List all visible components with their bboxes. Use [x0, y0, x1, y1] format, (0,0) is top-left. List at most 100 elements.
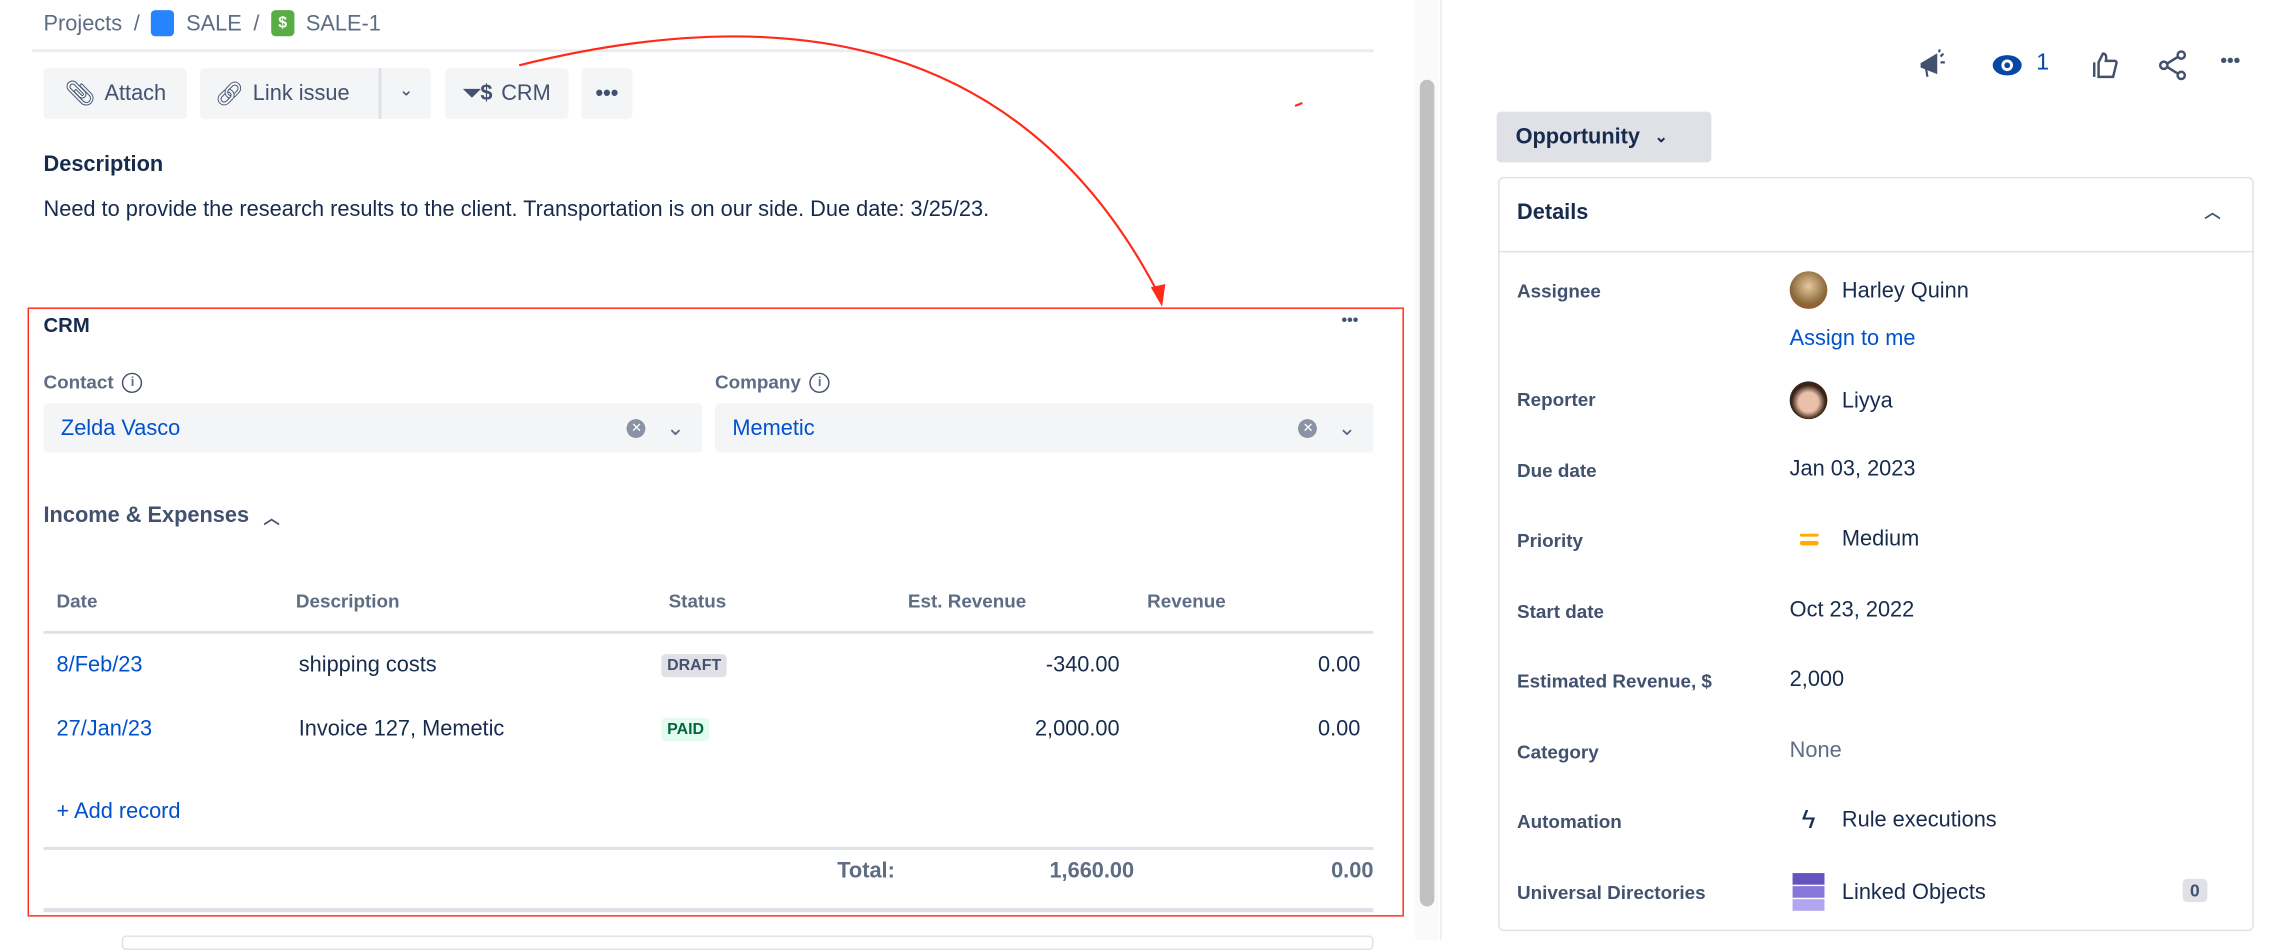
avatar	[1789, 271, 1828, 309]
clear-icon[interactable]: ✕	[1298, 418, 1318, 438]
priority-medium-icon	[1790, 532, 1828, 545]
company-label-text: Company	[714, 371, 801, 394]
issue-type-dropdown[interactable]: Opportunity ⌄	[1496, 111, 1712, 163]
thumbs-up-icon[interactable]	[2090, 49, 2122, 81]
crm-panel-highlight	[27, 307, 1404, 917]
assign-to-me-link[interactable]: Assign to me	[1789, 326, 1916, 351]
row-est-revenue: 2,000.00	[1034, 716, 1120, 742]
priority-value[interactable]: Medium	[1790, 526, 1919, 551]
row-date-link[interactable]: 8/Feb/23	[56, 652, 143, 678]
row-est-revenue: -340.00	[1045, 652, 1120, 678]
project-avatar-icon	[151, 10, 175, 37]
breadcrumb-separator: /	[253, 10, 260, 36]
annotation-mark	[1294, 101, 1303, 107]
row-description: Invoice 127, Memetic	[298, 716, 505, 742]
due-date-label: Due date	[1517, 459, 1597, 482]
details-title[interactable]: Details	[1517, 200, 1589, 225]
divider	[31, 49, 1374, 53]
link-issue-label: Link issue	[252, 81, 350, 106]
contact-label-text: Contact	[43, 371, 114, 394]
scrollbar-thumb[interactable]	[1419, 79, 1435, 907]
est-revenue-value[interactable]: 2,000	[1789, 667, 1845, 692]
clear-icon[interactable]: ✕	[627, 418, 646, 438]
description-heading: Description	[43, 152, 164, 177]
chevron-down-icon[interactable]: ⌄	[1337, 416, 1357, 441]
total-divider	[43, 846, 1374, 850]
split-divider	[378, 68, 382, 119]
company-value[interactable]: Memetic	[732, 415, 815, 441]
category-label: Category	[1517, 741, 1599, 763]
panel-divider	[1440, 0, 1442, 940]
universal-directories-label: Universal Directories	[1517, 881, 1706, 904]
col-date: Date	[56, 590, 98, 613]
panel-bottom-divider	[43, 907, 1374, 913]
col-status: Status	[668, 590, 727, 613]
row-revenue: 0.00	[1318, 652, 1361, 678]
next-panel	[121, 935, 1374, 950]
directories-icon	[1790, 873, 1828, 911]
crm-button[interactable]: ⏷$ CRM	[445, 68, 569, 119]
status-badge: DRAFT	[661, 654, 728, 678]
col-revenue: Revenue	[1147, 590, 1226, 613]
annotation-arrow	[518, 35, 1303, 307]
linked-objects-text: Linked Objects	[1841, 879, 1986, 905]
breadcrumb-project[interactable]: SALE	[186, 10, 242, 36]
automation-label: Automation	[1517, 810, 1622, 833]
contact-select[interactable]: Zelda Vasco ✕ ⌄	[43, 403, 702, 453]
category-value[interactable]: None	[1789, 738, 1842, 763]
share-icon[interactable]	[2157, 49, 2189, 81]
watchers-count[interactable]: 1	[2036, 50, 2050, 76]
attach-label: Attach	[104, 81, 167, 106]
more-actions-icon[interactable]: •••	[2220, 49, 2241, 72]
breadcrumb-issue[interactable]: SALE-1	[305, 10, 381, 36]
company-label: Company i	[715, 371, 830, 393]
chevron-down-icon[interactable]: ⌄	[398, 79, 414, 101]
assignee-value[interactable]: Harley Quinn	[1789, 271, 1969, 309]
details-panel	[1498, 176, 2254, 932]
description-text[interactable]: Need to provide the research results to …	[43, 197, 990, 222]
total-label: Total:	[837, 858, 895, 884]
crm-more-icon[interactable]: •••	[1341, 311, 1359, 330]
crm-label: CRM	[501, 81, 551, 106]
reporter-name: Liyya	[1841, 387, 1893, 413]
arrow-head	[1150, 284, 1166, 307]
chevron-down-icon: ⌄	[1654, 129, 1668, 147]
automation-text: Rule executions	[1841, 807, 1997, 833]
eye-icon[interactable]	[1991, 49, 2023, 81]
contact-value[interactable]: Zelda Vasco	[60, 415, 181, 441]
due-date-value[interactable]: Jan 03, 2023	[1789, 456, 1916, 482]
chevron-up-icon[interactable]: ︿	[2204, 204, 2221, 222]
link-issue-button[interactable]: 🔗︎ Link issue ⌄	[200, 68, 431, 119]
chevron-down-icon[interactable]: ⌄	[666, 416, 685, 441]
add-record-button[interactable]: + Add record	[56, 799, 181, 824]
lightning-icon: ϟ	[1801, 804, 1816, 834]
info-icon[interactable]: i	[809, 372, 830, 393]
start-date-value[interactable]: Oct 23, 2022	[1789, 597, 1915, 623]
col-description: Description	[295, 590, 400, 613]
start-date-label: Start date	[1517, 600, 1604, 623]
assignee-name: Harley Quinn	[1841, 277, 1969, 303]
linked-objects-count: 0	[2182, 878, 2207, 903]
breadcrumb-projects[interactable]: Projects	[43, 10, 123, 36]
automation-value[interactable]: ϟ Rule executions	[1790, 805, 1997, 835]
linked-objects-value[interactable]: Linked Objects	[1790, 873, 1986, 911]
assignee-label: Assignee	[1517, 279, 1601, 302]
row-description: shipping costs	[298, 652, 437, 678]
income-expenses-toggle[interactable]: Income & Expenses ︿	[44, 503, 280, 529]
dollar-icon: $	[271, 10, 295, 37]
contact-label: Contact i	[44, 371, 143, 393]
reporter-value[interactable]: Liyya	[1789, 381, 1893, 420]
more-button[interactable]: •••	[581, 68, 633, 119]
info-icon[interactable]: i	[122, 372, 143, 393]
more-icon: •••	[595, 81, 619, 106]
megaphone-icon[interactable]	[1917, 49, 1949, 81]
reporter-label: Reporter	[1517, 388, 1596, 411]
table-header-divider	[43, 630, 1374, 634]
est-revenue-label: Estimated Revenue, $	[1517, 670, 1712, 692]
priority-label: Priority	[1517, 529, 1584, 552]
avatar	[1789, 381, 1828, 420]
row-date-link[interactable]: 27/Jan/23	[56, 716, 153, 742]
company-select[interactable]: Memetic ✕ ⌄	[714, 403, 1374, 453]
attach-button[interactable]: 📎︎ Attach	[43, 68, 188, 119]
row-revenue: 0.00	[1318, 716, 1361, 742]
